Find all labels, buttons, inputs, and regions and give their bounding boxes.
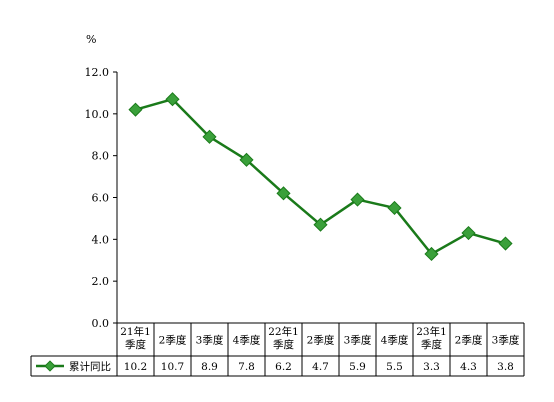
y-tick-label: 12.0: [85, 66, 110, 79]
data-point-marker: [350, 192, 365, 207]
data-point-marker: [424, 246, 439, 262]
x-axis: 21年1 季度 2季度 3季度 4季度 22年1 季度 2季度 3季度 4季度 23年1 季度 2季度 3…: [116, 322, 525, 376]
series-layer: [128, 92, 513, 262]
x-category-label: 4季度: [381, 334, 409, 347]
data-point-marker: [128, 102, 143, 117]
data-point-marker: [387, 200, 402, 216]
legend-series-label: 累计同比: [69, 360, 111, 373]
data-table-value: 3.3: [423, 361, 440, 373]
x-category-label: 22年1 季度: [268, 325, 299, 351]
x-category-label: 2季度: [455, 334, 483, 347]
y-tick-label: 0.0: [92, 317, 110, 330]
data-point-marker: [313, 217, 328, 232]
data-table: 累计同比 10.2 10.7 8.9 7.8 6.2 4.7 5.9 5.5 3.3 4.3 3.8: [30, 355, 524, 377]
x-category-label: 4季度: [233, 334, 261, 347]
data-table-value: 3.8: [497, 361, 514, 373]
x-category-label: 3季度: [492, 334, 520, 347]
data-table-value: 6.2: [275, 361, 292, 373]
data-table-value: 4.3: [460, 361, 477, 373]
x-category-label: 2季度: [307, 334, 335, 347]
y-axis: 0.0 2.0 4.0 6.0 8.0 10.0 12.0: [85, 66, 118, 330]
x-category-label: 23年1 季度: [416, 325, 447, 351]
data-table-value: 10.7: [161, 361, 184, 373]
legend-marker-swatch: [44, 360, 56, 372]
data-point-marker: [165, 92, 180, 107]
data-point-marker: [202, 129, 217, 144]
data-table-value: 5.9: [349, 361, 366, 373]
data-table-value: 7.8: [238, 361, 255, 373]
data-point-marker: [461, 225, 476, 241]
data-point-marker: [498, 236, 513, 251]
x-category-label: 2季度: [159, 334, 187, 347]
data-point-marker: [276, 186, 291, 201]
x-category-label: 3季度: [196, 334, 224, 347]
y-tick-label: 8.0: [92, 150, 110, 163]
data-table-value: 4.7: [312, 361, 329, 373]
data-table-value: 10.2: [124, 361, 147, 373]
y-tick-label: 2.0: [92, 275, 110, 288]
data-point-marker: [239, 152, 254, 167]
y-tick-label: 10.0: [85, 108, 110, 121]
data-table-value: 8.9: [201, 361, 218, 373]
data-table-value: 5.5: [386, 361, 403, 373]
y-tick-label: 6.0: [92, 192, 110, 205]
y-axis-unit: %: [86, 33, 96, 46]
y-tick-label: 4.0: [92, 233, 110, 246]
x-category-label: 3季度: [344, 334, 372, 347]
x-category-label: 21年1 季度: [120, 325, 151, 351]
